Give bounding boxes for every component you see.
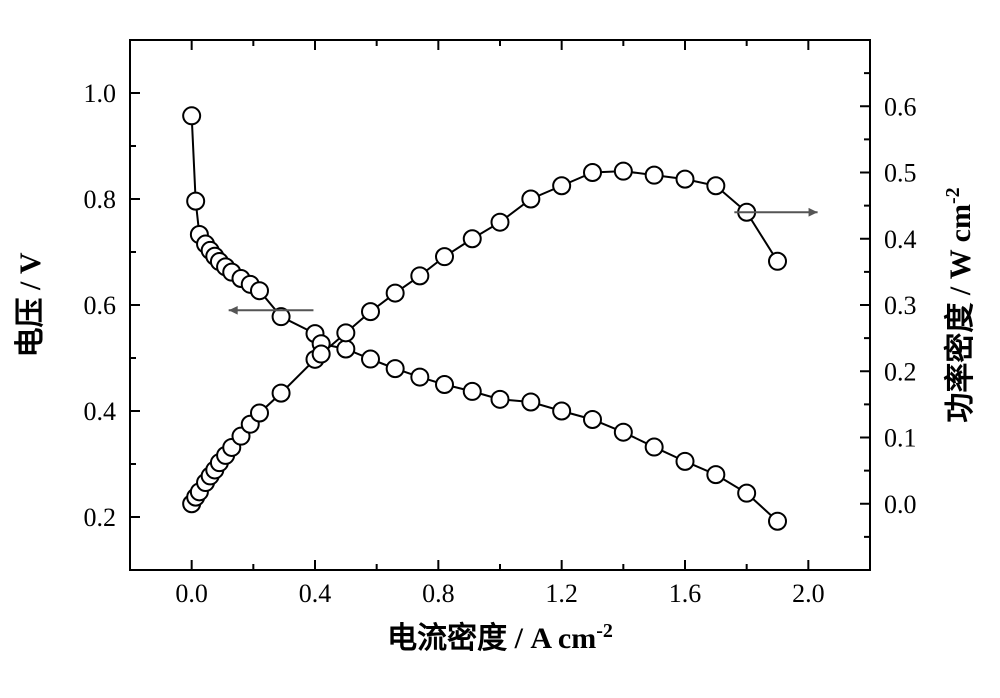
marker-voltage	[707, 466, 724, 483]
marker-voltage	[522, 393, 539, 410]
marker-power	[584, 164, 601, 181]
marker-power	[615, 163, 632, 180]
x-tick-label: 2.0	[792, 579, 825, 608]
marker-power	[411, 267, 428, 284]
yl-tick-label: 1.0	[84, 79, 117, 108]
y-left-axis-title: 电压 / V	[14, 252, 47, 357]
dual-axis-chart: 0.0 0.4 0.8 1.2 1.6 2.0 0.2 0.4 0.6 0.8 1.0 0.0 0.1 0…	[0, 0, 1000, 698]
marker-voltage	[436, 376, 453, 393]
marker-power	[436, 248, 453, 265]
x-tick-label: 1.2	[545, 579, 578, 608]
marker-voltage	[553, 403, 570, 420]
marker-voltage	[615, 424, 632, 441]
x-tick-label: 1.6	[669, 579, 702, 608]
marker-power	[492, 214, 509, 231]
marker-voltage	[677, 453, 694, 470]
marker-voltage	[769, 513, 786, 530]
marker-voltage	[387, 360, 404, 377]
yl-tick-label: 0.6	[84, 291, 117, 320]
marker-power	[337, 324, 354, 341]
marker-power	[646, 167, 663, 184]
yl-tick-label: 0.8	[84, 185, 117, 214]
x-tick-label: 0.0	[175, 579, 208, 608]
marker-power	[362, 303, 379, 320]
yl-tick-label: 0.2	[84, 503, 117, 532]
marker-voltage	[738, 485, 755, 502]
marker-voltage	[584, 411, 601, 428]
yr-tick-label: 0.6	[884, 92, 917, 121]
plot-frame	[130, 40, 870, 570]
yl-tick-label: 0.4	[84, 397, 117, 426]
yr-tick-label: 0.2	[884, 357, 917, 386]
left-arrow-icon-head	[229, 306, 238, 315]
yr-tick-label: 0.3	[884, 291, 917, 320]
yr-tick-label: 0.0	[884, 490, 917, 519]
marker-power	[677, 171, 694, 188]
marker-power	[522, 191, 539, 208]
marker-power	[707, 177, 724, 194]
marker-power	[273, 385, 290, 402]
marker-voltage	[411, 369, 428, 386]
marker-power	[313, 346, 330, 363]
yr-tick-label: 0.5	[884, 159, 917, 188]
marker-power	[769, 253, 786, 270]
marker-voltage	[187, 193, 204, 210]
marker-voltage	[183, 107, 200, 124]
y-right-axis-title: 功率密度 / W cm-2	[942, 187, 977, 422]
marker-voltage	[464, 383, 481, 400]
marker-power	[553, 177, 570, 194]
marker-voltage	[646, 439, 663, 456]
chart-svg: 0.0 0.4 0.8 1.2 1.6 2.0 0.2 0.4 0.6 0.8 1.0 0.0 0.1 0…	[0, 0, 1000, 698]
yr-tick-label: 0.1	[884, 424, 917, 453]
x-tick-label: 0.4	[299, 579, 332, 608]
marker-voltage	[362, 351, 379, 368]
marker-power	[251, 404, 268, 421]
marker-power	[387, 285, 404, 302]
x-axis-title: 电流密度 / A cm-2	[387, 620, 613, 655]
x-tick-label: 0.8	[422, 579, 455, 608]
marker-voltage	[492, 391, 509, 408]
marker-power	[464, 230, 481, 247]
right-arrow-icon-head	[809, 208, 818, 217]
marker-voltage	[251, 282, 268, 299]
marker-voltage	[337, 340, 354, 357]
yr-tick-label: 0.4	[884, 225, 917, 254]
